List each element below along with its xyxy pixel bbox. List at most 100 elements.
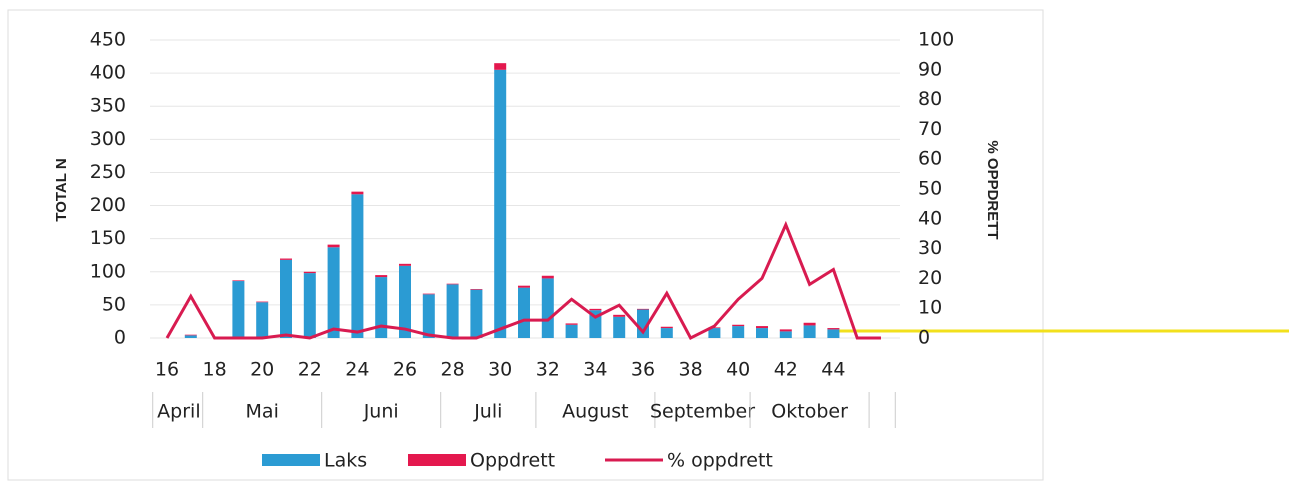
bar xyxy=(518,287,530,338)
bar xyxy=(494,63,507,70)
x-tick-label: 44 xyxy=(821,359,845,381)
y2-tick-label: 20 xyxy=(918,267,942,289)
legend-label: Oppdrett xyxy=(470,450,555,472)
y2-tick-label: 60 xyxy=(918,148,942,170)
x-tick-label: 32 xyxy=(536,359,560,381)
bar xyxy=(446,284,459,338)
bar xyxy=(589,308,602,311)
month-label: September xyxy=(650,401,755,423)
bar xyxy=(470,289,483,338)
month-label: Mai xyxy=(246,401,279,423)
bar xyxy=(613,316,626,338)
bar xyxy=(327,244,340,248)
legend-label: % oppdrett xyxy=(667,450,773,472)
bar xyxy=(184,335,197,338)
bar xyxy=(803,325,816,338)
bar xyxy=(613,314,626,317)
bar xyxy=(351,194,364,338)
bar xyxy=(351,191,364,195)
y2-tick-label: 100 xyxy=(918,29,954,51)
y-tick-label: 50 xyxy=(102,293,126,315)
bar xyxy=(827,328,840,330)
y-tick-label: 400 xyxy=(90,62,126,84)
month-label: Juni xyxy=(363,401,399,423)
x-tick-label: 18 xyxy=(203,359,227,381)
y-tick-label: 250 xyxy=(90,161,126,183)
x-tick-label: 28 xyxy=(441,359,465,381)
bar xyxy=(232,280,245,282)
y-tick-label: 300 xyxy=(90,128,126,150)
bar xyxy=(375,277,388,338)
bar xyxy=(756,328,768,338)
x-tick-label: 16 xyxy=(155,359,179,381)
bar xyxy=(256,301,269,303)
bar xyxy=(518,285,530,288)
y-tick-label: 100 xyxy=(90,260,126,282)
x-tick-label: 24 xyxy=(345,359,369,381)
bar xyxy=(303,271,316,274)
bar xyxy=(399,263,411,266)
month-label: Oktober xyxy=(771,401,848,423)
bar xyxy=(803,322,816,326)
x-tick-label: 38 xyxy=(679,359,703,381)
bar xyxy=(280,258,292,260)
legend-swatch xyxy=(262,454,320,466)
bar xyxy=(327,247,340,338)
y-axis-title: TOTAL N xyxy=(53,158,70,221)
bar xyxy=(541,278,554,338)
y2-tick-label: 70 xyxy=(918,118,942,140)
y2-tick-label: 80 xyxy=(918,88,942,110)
bar xyxy=(303,273,316,338)
bar xyxy=(375,275,388,278)
bar xyxy=(660,328,673,338)
bar xyxy=(422,293,435,295)
bar xyxy=(637,308,649,310)
month-label: April xyxy=(157,401,200,423)
y-tick-label: 200 xyxy=(90,194,126,216)
x-tick-label: 36 xyxy=(631,359,655,381)
y-tick-label: 450 xyxy=(90,29,126,51)
bar xyxy=(660,326,673,329)
y-tick-label: 0 xyxy=(114,327,126,349)
x-tick-label: 42 xyxy=(774,359,798,381)
x-tick-label: 26 xyxy=(393,359,417,381)
y2-tick-label: 50 xyxy=(918,178,942,200)
y-tick-label: 150 xyxy=(90,227,126,249)
y2-tick-label: 40 xyxy=(918,207,942,229)
bar xyxy=(422,294,435,338)
y2-axis-title: % OPPDRETT xyxy=(984,140,1001,239)
x-tick-label: 22 xyxy=(298,359,322,381)
bar xyxy=(446,283,459,285)
bar xyxy=(565,324,578,338)
legend-swatch xyxy=(408,454,466,466)
bar xyxy=(732,324,745,327)
y2-tick-label: 0 xyxy=(918,327,930,349)
bar xyxy=(470,288,483,290)
x-tick-label: 20 xyxy=(250,359,274,381)
bar xyxy=(732,326,745,338)
x-tick-label: 34 xyxy=(583,359,607,381)
month-label: Juli xyxy=(473,401,502,423)
bar xyxy=(541,275,554,279)
month-label: August xyxy=(562,401,629,423)
x-tick-label: 40 xyxy=(726,359,750,381)
bar xyxy=(494,69,507,339)
chart-frame xyxy=(7,9,1044,481)
legend-label: Laks xyxy=(324,450,367,472)
bar xyxy=(184,334,197,336)
bar xyxy=(256,302,269,338)
bar xyxy=(708,328,721,338)
y2-tick-label: 30 xyxy=(918,237,942,259)
y2-tick-label: 10 xyxy=(918,297,942,319)
bar xyxy=(565,323,578,325)
y2-tick-label: 90 xyxy=(918,58,942,80)
bar xyxy=(827,329,840,338)
y-tick-label: 350 xyxy=(90,95,126,117)
bar xyxy=(779,331,792,338)
bar xyxy=(779,329,792,332)
x-tick-label: 30 xyxy=(488,359,512,381)
bar xyxy=(399,265,411,338)
bar xyxy=(280,259,292,338)
line-series xyxy=(165,220,881,340)
